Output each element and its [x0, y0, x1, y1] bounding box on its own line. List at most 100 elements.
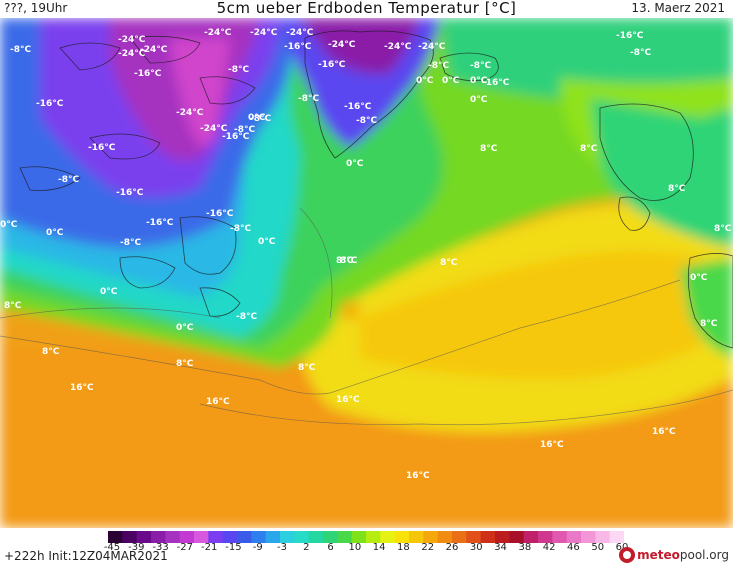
colorbar-swatch: [323, 531, 338, 543]
temperature-label: -24°C: [328, 40, 356, 50]
colorbar-tick-label: -27: [176, 542, 194, 553]
map-footer: -45 -39 -33 -27 -21 -15 -9 -3 2 6 10 14 18 22 26 30 34 38…: [0, 528, 733, 566]
colorbar-tick-label: 38: [518, 542, 532, 553]
colorbar-tick-label: 46: [567, 542, 580, 553]
colorbar-tick-label: -9: [252, 542, 263, 553]
temperature-label: -16°C: [222, 132, 250, 142]
colorbar-tick-label: 2: [303, 542, 310, 553]
temperature-label: 0°C: [176, 323, 194, 333]
temperature-label: 8°C: [176, 359, 194, 369]
colorbar-swatch: [237, 531, 252, 543]
colorbar-tick-label: 18: [397, 542, 410, 553]
colorbar-swatch: [466, 531, 482, 543]
colorbar-tick-label: 26: [445, 542, 459, 553]
colorbar-swatch: [423, 531, 439, 543]
temperature-label: 8°C: [440, 258, 458, 268]
colorbar-swatch: [595, 531, 611, 543]
colorbar-swatch: [538, 531, 553, 543]
temperature-label: -24°C: [140, 45, 168, 55]
temperature-label: 0°C: [258, 237, 276, 247]
colorbar-swatch: [351, 531, 367, 543]
temperature-label: -16°C: [36, 99, 64, 109]
colorbar-swatch: [208, 531, 224, 543]
temperature-label: 8°C: [42, 347, 60, 357]
temperature-label: 16°C: [70, 383, 94, 393]
colorbar-swatch: [136, 531, 152, 543]
temperature-label: -16°C: [284, 42, 312, 52]
colorbar-swatch: [366, 531, 381, 543]
colorbar-tick-label: 30: [469, 542, 483, 553]
temperature-label: 0°C: [346, 159, 364, 169]
colorbar-tick-label: 10: [348, 542, 362, 553]
temperature-label: 0°C: [46, 228, 64, 238]
colorbar-swatch: [108, 531, 123, 543]
colorbar-swatch: [523, 531, 539, 543]
colorbar-swatch: [222, 531, 238, 543]
colorbar-swatch: [495, 531, 510, 543]
colorbar-swatch: [566, 531, 582, 543]
temperature-label: -24°C: [200, 124, 228, 134]
colorbar-swatch: [294, 531, 310, 543]
colorbar-ticks: -45 -39 -33 -27 -21 -15 -9 -3 2 6 10 14 18 22 26 30 34 38…: [104, 542, 629, 554]
temperature-label: -16°C: [616, 31, 644, 41]
temperature-label: 0°C: [416, 76, 434, 86]
colorbar-swatch: [452, 531, 467, 543]
temperature-label: 16°C: [336, 395, 360, 405]
temperature-label: -24°C: [118, 49, 146, 59]
temperature-label: 8°C: [480, 144, 498, 154]
colorbar-swatch: [337, 531, 353, 543]
temperature-label: 8°C: [340, 256, 358, 266]
colorbar-tick-label: -15: [225, 542, 242, 553]
temperature-label: -8°C: [10, 45, 31, 55]
temperature-label: -24°C: [384, 42, 412, 52]
temperature-label: -16°C: [318, 60, 346, 70]
colorbar-tick-label: -45: [103, 542, 121, 553]
temperature-label: -24°C: [250, 28, 278, 38]
colorbar-swatch: [179, 531, 195, 543]
colorbar-swatch: [581, 531, 596, 543]
temperature-label: 0°C: [100, 287, 118, 297]
temperature-label: 8°C: [336, 256, 354, 266]
temperature-label: 8°C: [4, 301, 22, 311]
colorbar-swatch: [480, 531, 496, 543]
valid-time-label: ???, 19Uhr: [4, 1, 68, 15]
temperature-label: 0°C: [248, 113, 266, 123]
temperature-label: -8°C: [120, 238, 141, 248]
init-time-label: +222h Init:12Z04MAR2021: [4, 549, 168, 563]
temperature-label: 0°C: [442, 76, 460, 86]
colorbar-tick-label: 6: [327, 542, 334, 553]
temperature-label: -8°C: [230, 224, 251, 234]
temperature-label: -24°C: [118, 35, 146, 45]
colorbar-swatch: [394, 531, 410, 543]
temperature-label: -8°C: [298, 94, 319, 104]
temperature-label: -24°C: [176, 108, 204, 118]
temperature-label: 16°C: [206, 397, 230, 407]
temperature-label: 8°C: [668, 184, 686, 194]
colorbar-swatch: [509, 531, 525, 543]
colorbar-swatch: [151, 531, 166, 543]
temperature-label: -16°C: [206, 209, 234, 219]
map-header: ???, 19Uhr 5cm ueber Erdboden Temperatur…: [0, 0, 733, 20]
map-title: 5cm ueber Erdboden Temperatur [°C]: [216, 0, 517, 17]
colorbar-tick-label: 22: [421, 542, 435, 553]
temperature-label: -8°C: [58, 175, 79, 185]
colorbar-tick-label: -21: [200, 542, 218, 553]
temperature-label: -16°C: [134, 69, 162, 79]
temperature-label: 8°C: [714, 224, 732, 234]
temperature-label: 16°C: [540, 440, 564, 450]
colorbar-tick-label: 50: [591, 542, 605, 553]
temperature-label: -16°C: [88, 143, 116, 153]
temperature-label: -16°C: [116, 188, 144, 198]
temperature-label: 0°C: [0, 220, 18, 230]
temperature-label: 16°C: [406, 471, 430, 481]
brand-logo[interactable]: meteopool.org: [619, 547, 729, 563]
temperature-label: 8°C: [580, 144, 598, 154]
colorbar-swatch: [409, 531, 424, 543]
temperature-label: -8°C: [630, 48, 651, 58]
temperature-label: -16°C: [344, 102, 372, 112]
temperature-label: -16°C: [482, 78, 510, 88]
colorbar-swatch: [165, 531, 181, 543]
temperature-label: -16°C: [146, 218, 174, 228]
colorbar-swatch: [609, 531, 624, 543]
temperature-label: -8°C: [234, 125, 255, 135]
